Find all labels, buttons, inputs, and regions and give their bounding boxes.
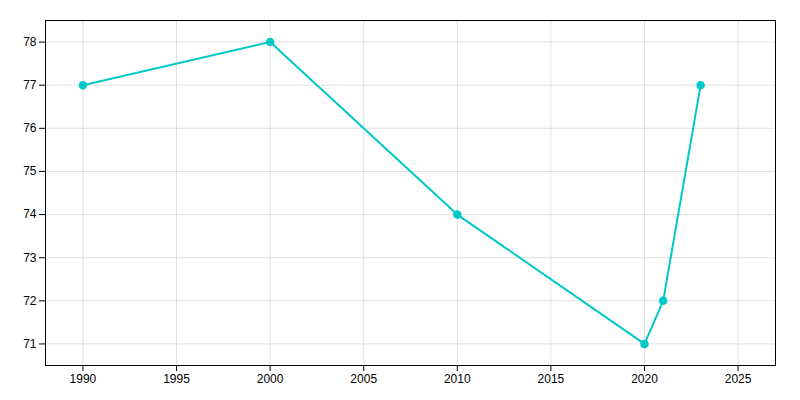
svg-text:2015: 2015 <box>538 372 565 386</box>
svg-text:1995: 1995 <box>163 372 190 386</box>
svg-text:74: 74 <box>23 207 37 221</box>
svg-text:71: 71 <box>23 337 37 351</box>
svg-text:2025: 2025 <box>725 372 752 386</box>
svg-text:75: 75 <box>23 164 37 178</box>
svg-text:2010: 2010 <box>444 372 471 386</box>
svg-text:1990: 1990 <box>70 372 97 386</box>
svg-text:76: 76 <box>23 121 37 135</box>
svg-text:72: 72 <box>23 294 37 308</box>
svg-text:2020: 2020 <box>631 372 658 386</box>
svg-text:2000: 2000 <box>257 372 284 386</box>
svg-text:73: 73 <box>23 251 37 265</box>
svg-text:2005: 2005 <box>350 372 377 386</box>
svg-text:78: 78 <box>23 35 37 49</box>
svg-text:77: 77 <box>23 78 37 92</box>
